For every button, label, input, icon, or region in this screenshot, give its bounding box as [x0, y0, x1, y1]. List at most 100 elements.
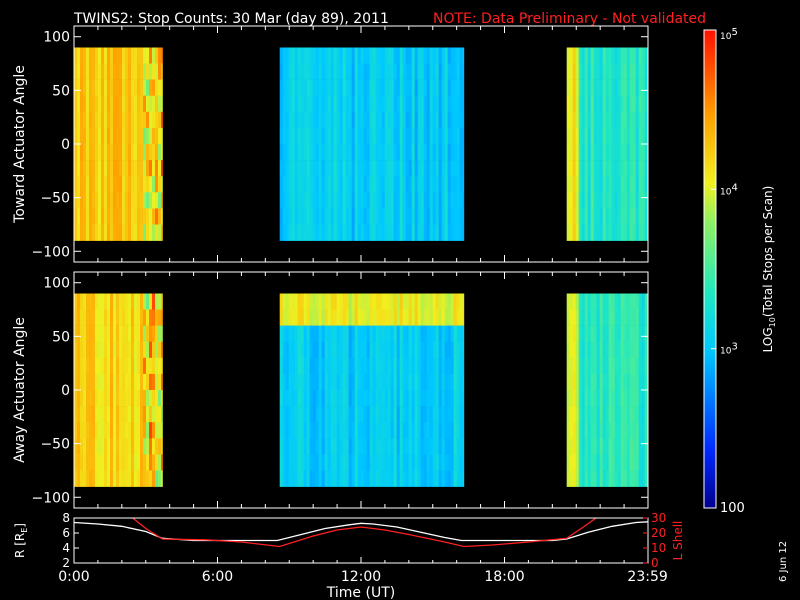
- spectrogram-cell: [402, 341, 406, 359]
- spectrogram-cell: [288, 127, 292, 145]
- spectrogram-cell: [587, 309, 591, 326]
- spectrogram-cell: [378, 192, 382, 209]
- spectrogram-cell: [614, 390, 618, 407]
- spectrogram-cell: [291, 224, 295, 241]
- spectrogram-cell: [363, 390, 367, 407]
- spectrogram-cell: [411, 390, 415, 407]
- spectrogram-cell: [98, 208, 102, 225]
- spectrogram-cell: [360, 341, 364, 359]
- spectrogram-cell: [587, 47, 591, 64]
- spectrogram-cell: [146, 127, 150, 145]
- spectrogram-cell: [155, 192, 159, 209]
- spectrogram-cell: [578, 176, 582, 193]
- spectrogram-cell: [372, 373, 376, 391]
- spectrogram-cell: [327, 63, 331, 80]
- spectrogram-cell: [611, 325, 615, 342]
- spectrogram-cell: [602, 325, 606, 342]
- spectrogram-cell: [83, 293, 87, 310]
- spectrogram-cell: [378, 390, 382, 407]
- spectrogram-cell: [644, 160, 648, 177]
- spectrogram-cell: [122, 111, 126, 129]
- spectrogram-cell: [605, 224, 609, 241]
- spectrogram-cell: [420, 357, 424, 375]
- spectrogram-cell: [596, 95, 600, 113]
- spectrogram-cell: [128, 160, 132, 177]
- spectrogram-cell: [89, 293, 93, 310]
- spectrogram-cell: [119, 79, 123, 96]
- colorbar-tick-label: 103: [720, 342, 738, 357]
- spectrogram-cell: [575, 454, 579, 471]
- spectrogram-cell: [429, 341, 433, 359]
- spectrogram-cell: [122, 373, 126, 391]
- spectrogram-cell: [614, 79, 618, 96]
- spectrogram-cell: [306, 127, 310, 145]
- spectrogram-cell: [638, 406, 642, 423]
- spectrogram-cell: [318, 454, 322, 471]
- spectrogram-cell: [590, 144, 594, 161]
- spectrogram-cell: [95, 111, 99, 129]
- colorbar-tick-label: 105: [720, 27, 738, 42]
- spectrogram-cell: [566, 192, 570, 209]
- spectrogram-cell: [140, 438, 144, 455]
- spectrogram-cell: [429, 95, 433, 113]
- spectrogram-cell: [360, 309, 364, 326]
- spectrogram-cell: [632, 325, 636, 342]
- spectrogram-cell: [309, 127, 313, 145]
- spectrogram-cell: [572, 111, 576, 129]
- spectrogram-cell: [134, 390, 138, 407]
- spectrogram-cell: [116, 224, 120, 241]
- spectrogram-cell: [137, 438, 141, 455]
- spectrogram-cell: [98, 390, 102, 407]
- spectrogram-cell: [297, 192, 301, 209]
- spectrogram-cell: [590, 47, 594, 64]
- spectrogram-cell: [327, 325, 331, 342]
- spectrogram-cell: [381, 309, 385, 326]
- spectrogram-cell: [101, 176, 105, 193]
- spectrogram-cell: [110, 309, 114, 326]
- spectrogram-cell: [279, 144, 283, 161]
- spectrogram-cell: [602, 422, 606, 439]
- spectrogram-cell: [626, 438, 630, 455]
- spectrogram-cell: [429, 127, 433, 145]
- spectrogram-cell: [291, 341, 295, 359]
- spectrogram-cell: [402, 79, 406, 96]
- spectrogram-cell: [372, 111, 376, 129]
- spectrogram-cell: [146, 454, 150, 471]
- spectrogram-cell: [345, 293, 349, 310]
- spectrogram-cell: [366, 454, 370, 471]
- spectrogram-cell: [620, 192, 624, 209]
- spectrogram-cell: [623, 309, 627, 326]
- spectrogram-cell: [635, 293, 639, 310]
- spectrogram-cell: [369, 422, 373, 439]
- spectrogram-cell: [131, 176, 135, 193]
- spectrogram-cell: [113, 160, 117, 177]
- spectrogram-cell: [146, 63, 150, 80]
- spectrogram-cell: [345, 341, 349, 359]
- spectrogram-cell: [644, 224, 648, 241]
- spectrogram-cell: [438, 160, 442, 177]
- spectrogram-cell: [572, 144, 576, 161]
- spectrogram-cell: [86, 63, 90, 80]
- spectrogram-cell: [402, 373, 406, 391]
- spectrogram-cell: [423, 309, 427, 326]
- spectrogram-cell: [354, 144, 358, 161]
- spectrogram-cell: [644, 373, 648, 391]
- spectrogram-cell: [638, 341, 642, 359]
- spectrogram-cell: [626, 208, 630, 225]
- spectrogram-cell: [285, 144, 289, 161]
- spectrogram-cell: [116, 144, 120, 161]
- spectrogram-cell: [149, 309, 153, 326]
- spectrogram-cell: [617, 111, 621, 129]
- spectrogram-cell: [581, 470, 585, 487]
- spectrogram-cell: [354, 192, 358, 209]
- spectrogram-cell: [92, 192, 96, 209]
- spectrogram-cell: [351, 192, 355, 209]
- spectrogram-cell: [593, 390, 597, 407]
- spectrogram-cell: [402, 438, 406, 455]
- spectrogram-cell: [375, 127, 379, 145]
- spectrogram-cell: [587, 111, 591, 129]
- spectrogram-cell: [137, 325, 141, 342]
- spectrogram-cell: [414, 111, 418, 129]
- spectrogram-cell: [158, 111, 162, 129]
- spectrogram-cell: [89, 63, 93, 80]
